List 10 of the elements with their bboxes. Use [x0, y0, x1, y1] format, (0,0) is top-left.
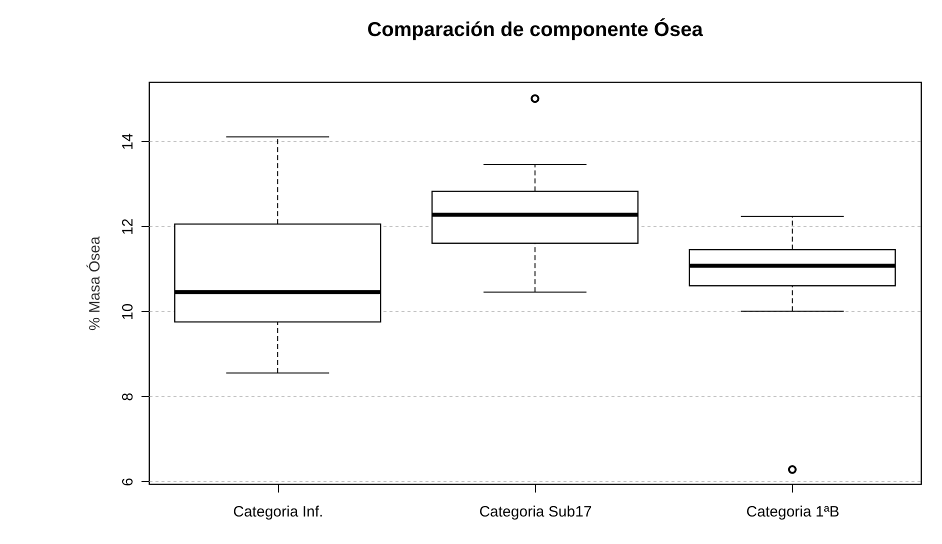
chart-title: Comparación de componente Ósea: [367, 18, 704, 41]
y-tick-label: 12: [120, 218, 136, 236]
y-axis-title: % Masa Ósea: [86, 236, 104, 331]
x-tick-label: Categoria Sub17: [479, 504, 592, 520]
x-tick-label: Categoria Inf.: [233, 504, 324, 520]
y-tick-label: 8: [120, 392, 136, 402]
y-tick-label: 10: [120, 303, 136, 320]
x-tick-label: Categoria 1ªB: [746, 504, 840, 520]
y-tick-label: 6: [120, 478, 136, 486]
y-tick-label: 14: [120, 133, 136, 150]
